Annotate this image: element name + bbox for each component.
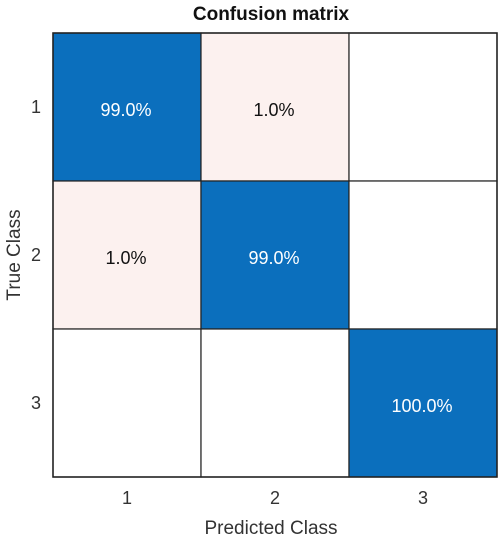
x-axis-label: Predicted Class: [204, 518, 337, 539]
matrix-cell-r3-c2: [200, 328, 350, 478]
matrix-cell-r1-c2: [200, 32, 350, 182]
chart-title: Confusion matrix: [193, 4, 350, 25]
cell-value-label: 99.0%: [248, 248, 299, 268]
x-tick-label: 3: [418, 488, 428, 508]
matrix-frame: [52, 32, 498, 478]
matrix-cell-r1-c1: [52, 32, 202, 182]
matrix-cell-r1-c3: [348, 32, 498, 182]
y-axis-label: True Class: [4, 209, 25, 300]
cell-value-label: 1.0%: [253, 100, 294, 120]
y-tick-label: 3: [31, 393, 41, 413]
matrix-cell-r2-c1: [52, 180, 202, 330]
x-tick-label: 1: [122, 488, 132, 508]
matrix-cells: 99.0% 1.0% 1.0% 99.0% 100.0%: [52, 32, 498, 478]
y-tick-label: 2: [31, 245, 41, 265]
cell-value-label: 100.0%: [391, 396, 452, 416]
y-tick-labels: 1 2 3: [31, 97, 41, 413]
matrix-cell-r3-c1: [52, 328, 202, 478]
x-tick-labels: 1 2 3: [122, 488, 428, 508]
matrix-cell-r3-c3: [348, 328, 498, 478]
matrix-cell-r2-c2: [200, 180, 350, 330]
y-tick-label: 1: [31, 97, 41, 117]
x-tick-label: 2: [270, 488, 280, 508]
matrix-cell-r2-c3: [348, 180, 498, 330]
cell-value-label: 99.0%: [100, 100, 151, 120]
cell-value-label: 1.0%: [105, 248, 146, 268]
